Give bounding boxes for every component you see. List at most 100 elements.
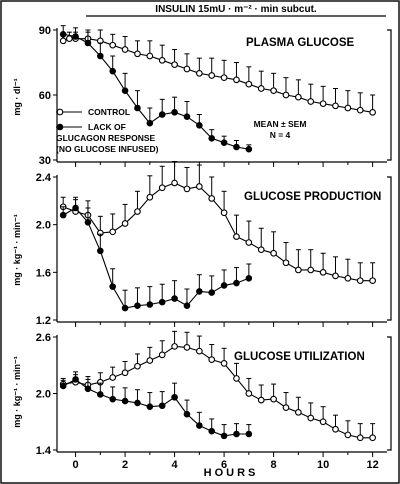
- x-axis-title: HOURS: [204, 467, 259, 479]
- panel-1-series-lack-of-glucagon-point: [196, 288, 203, 295]
- panel-2-y-tick-label: 1.4: [36, 445, 52, 457]
- panel-0-series-lack-of-glucagon-point: [146, 119, 154, 127]
- panel-1-series-control-point: [356, 277, 364, 285]
- panel-1-series-lack-of-glucagon-line: [62, 207, 249, 309]
- panel-0-series-control-point: [245, 80, 253, 88]
- panel-2-series-control-point: [220, 360, 228, 367]
- panel-0-series-control-point: [356, 106, 364, 114]
- panel-2-series-lack-of-glucagon-point: [208, 427, 216, 435]
- panel-2-series-control-point: [158, 351, 166, 359]
- panel-2-series-lack-of-glucagon-point: [72, 376, 79, 383]
- panel-2-y-tick-label: 2.0: [36, 389, 51, 401]
- panel-2-series-lack-of-glucagon-point: [158, 402, 166, 410]
- panel-1-series-control-point: [183, 185, 191, 193]
- panel-0-series-control-point: [257, 85, 265, 92]
- panel-2-series-control-point: [171, 343, 178, 350]
- panel-1-series-control-point: [344, 274, 352, 282]
- panel-1-series-control-point: [109, 228, 117, 236]
- panel-2-series-control-point: [109, 374, 117, 381]
- panel-0-series-control-point: [344, 104, 352, 112]
- panel-0-series-control-point: [208, 72, 216, 79]
- panel-2-series-control-point: [282, 404, 290, 411]
- ylabel-plasma-glucose: mg · dl⁻¹: [12, 78, 22, 115]
- panel-2-series-lack-of-glucagon-point: [84, 385, 92, 393]
- panel-1-series-lack-of-glucagon-point: [59, 211, 67, 219]
- panel-2-series-lack-of-glucagon-point: [59, 382, 67, 390]
- panel-0-series-control-point: [307, 98, 315, 105]
- panel-2-series-lack-of-glucagon-point: [220, 432, 228, 440]
- legend-lack-label-2: GLUCAGON RESPONSE: [56, 133, 156, 143]
- annotation-mean-sem: MEAN ± SEM: [254, 119, 307, 129]
- panel-1-series-control-point: [319, 268, 327, 276]
- panel-2-series-lack-of-glucagon-point: [171, 393, 178, 401]
- panel-1-y-tick-label: 1.2: [36, 315, 51, 327]
- panel-0-series-control-point: [195, 69, 203, 77]
- panel-2-series-control-point: [121, 369, 129, 377]
- panel-0-series-control-point: [220, 74, 228, 82]
- panel-0-series-lack-of-glucagon-point: [121, 87, 129, 94]
- panel-0-series-control-point: [109, 41, 117, 49]
- panel-2-series-lack-of-glucagon-point: [183, 410, 191, 418]
- panel-2-series-control-point: [270, 395, 277, 403]
- legend: CONTROL LACK OF GLUCAGON RESPONSE (NO GL…: [56, 107, 159, 154]
- panel-2-series-control-point: [356, 434, 364, 442]
- panel-0-series-control-point: [66, 35, 73, 43]
- ylabel-glucose-utilization: mg · kg⁻¹ · min⁻¹: [12, 356, 22, 428]
- x-tick-label: 4: [172, 459, 179, 471]
- panel-0-series-control-point: [233, 76, 240, 84]
- panel-2-series-control-point: [208, 356, 216, 363]
- panel-0-series-control-point: [282, 91, 290, 99]
- panel-1-series-lack-of-glucagon-point: [158, 298, 166, 306]
- panel-1-series-control-point: [146, 193, 154, 201]
- panel-1-series-lack-of-glucagon-point: [146, 301, 154, 308]
- panel-1-y-tick-label: 2.0: [36, 220, 51, 232]
- panel-1-y-tick-label: 1.6: [36, 267, 51, 279]
- panel-0-series-lack-of-glucagon-point: [97, 52, 104, 60]
- legend-control-marker: [56, 108, 64, 116]
- panel-0-y-tick-label: 60: [39, 90, 51, 102]
- panel-2-series-control-point: [332, 425, 339, 433]
- panel-1-series-lack-of-glucagon-point: [171, 295, 178, 302]
- panel-1-y-tick-label: 2.4: [36, 172, 52, 184]
- panel-1-series-control-point: [121, 220, 129, 227]
- panel-0-series-control-point: [295, 93, 302, 101]
- panel-2-series-control-point: [146, 357, 154, 364]
- panel-2-series-control-point: [257, 396, 265, 404]
- plot-layer: 30 60 90 1.2 1.6 2.0 2.4 1.4 2.0 2.6 0 2 4 6 8 10 12: [36, 25, 392, 471]
- panel-1-series-control-point: [233, 233, 240, 240]
- legend-lack-label-1: LACK OF: [88, 122, 126, 132]
- panel-2-series-lack-of-glucagon-point: [134, 399, 141, 407]
- panel-title-glucose-production: GLUCOSE PRODUCTION: [244, 191, 381, 203]
- panel-2-series-control-point: [233, 375, 240, 382]
- panel-2-series-lack-of-glucagon-line: [62, 378, 249, 437]
- panel-1-series-control-point: [295, 266, 302, 274]
- panel-1-series-lack-of-glucagon-point: [84, 218, 92, 226]
- panel-0-y-tick-label: 30: [39, 155, 51, 167]
- panel-1-series-control-point: [270, 249, 277, 257]
- panel-0-series-lack-of-glucagon-point: [134, 104, 141, 112]
- panel-title-plasma-glucose: PLASMA GLUCOSE: [246, 37, 355, 49]
- ylabel-glucose-production: mg · kg⁻¹ · min⁻¹: [12, 214, 22, 286]
- panel-2-series-lack-of-glucagon-point: [233, 430, 240, 438]
- panel-0-series-control-line: [63, 38, 373, 113]
- panel-1-right-bracket: [387, 176, 392, 321]
- panel-0-series-control-point: [121, 46, 129, 53]
- panel-0-series-lack-of-glucagon-line: [63, 33, 249, 150]
- panel-0-series-lack-of-glucagon-point: [84, 39, 92, 47]
- panel-title-glucose-utilization: GLUCOSE UTILIZATION: [234, 351, 365, 363]
- panel-2-series-lack-of-glucagon-point: [245, 430, 253, 438]
- panel-2-series-control-point: [307, 414, 315, 422]
- panel-1-series-control-point: [134, 208, 141, 215]
- panel-0-right-bracket: [387, 29, 392, 161]
- panel-2-series-lack-of-glucagon-point: [121, 397, 129, 405]
- annotation-n: N = 4: [270, 130, 291, 140]
- panel-0-series-control-point: [369, 108, 376, 116]
- panel-1-series-control-point: [245, 239, 253, 246]
- panel-1-series-control-point: [171, 179, 178, 187]
- panel-2-series-control-point: [183, 344, 191, 351]
- panel-2-series-lack-of-glucagon-point: [97, 391, 104, 398]
- x-tick-label: 10: [317, 459, 329, 471]
- panel-0-series-lack-of-glucagon-point: [183, 113, 191, 120]
- insulin-label: INSULIN 15mU · m⁻² · min subcut.: [155, 4, 317, 15]
